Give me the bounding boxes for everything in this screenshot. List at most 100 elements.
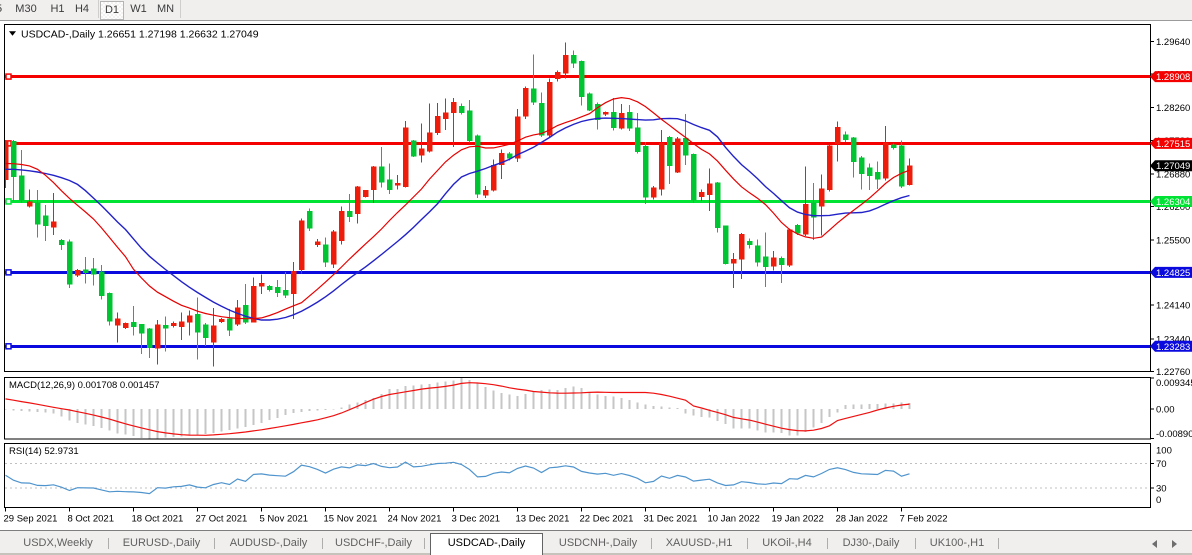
candle-body bbox=[618, 112, 625, 129]
price-badge-shape bbox=[1150, 340, 1192, 352]
candle-body bbox=[298, 220, 305, 270]
tabs-scroll-right-icon[interactable] bbox=[1172, 540, 1177, 548]
candle-body bbox=[826, 145, 833, 190]
timeframe-button-h1[interactable]: H1 bbox=[50, 3, 65, 15]
price-badge-text: 1.23283 bbox=[1156, 342, 1190, 353]
timeframe-button-mn[interactable]: MN bbox=[156, 3, 175, 15]
time-axis[interactable]: 29 Sep 2021 8 Oct 2021 18 Oct 2021 27 Oct 2… bbox=[4, 507, 948, 525]
candle-body bbox=[18, 175, 25, 201]
hline-price-badge: 1.27515 bbox=[1150, 137, 1192, 150]
timeframe-button-w1[interactable]: W1 bbox=[130, 3, 147, 15]
candle-body bbox=[682, 138, 689, 156]
candle-body bbox=[754, 245, 761, 263]
candle-body bbox=[170, 322, 177, 326]
chart-tab-dj30-daily[interactable]: DJ30-,Daily bbox=[842, 537, 900, 549]
candle-body bbox=[330, 231, 337, 265]
candle-body bbox=[314, 241, 321, 245]
price-badge-text: 1.27049 bbox=[1156, 161, 1190, 172]
price-badge-text: 1.27515 bbox=[1156, 139, 1190, 150]
macd-signal-line bbox=[5, 382, 910, 436]
hline-handle[interactable] bbox=[5, 198, 12, 205]
candle-body bbox=[234, 307, 241, 325]
chart-tab-xauusd-h1[interactable]: XAUUSD-,H1 bbox=[665, 537, 733, 549]
price-badge-shape bbox=[1150, 137, 1192, 149]
candle-body bbox=[890, 144, 897, 148]
candle-body bbox=[906, 165, 913, 186]
rsi-panel-frame bbox=[4, 443, 1151, 508]
candle-body bbox=[770, 257, 777, 267]
candle-body bbox=[282, 290, 289, 296]
candle-body bbox=[786, 229, 793, 266]
candle-body bbox=[138, 324, 145, 334]
price-badge-shape bbox=[1150, 266, 1192, 278]
ma-slow-blue-line bbox=[5, 117, 910, 321]
candle-body bbox=[498, 152, 505, 166]
candle-body bbox=[426, 132, 433, 152]
time-axis-label: 8 Oct 2021 bbox=[68, 514, 114, 525]
price-badge-shape bbox=[1150, 160, 1192, 172]
time-axis-label: 15 Nov 2021 bbox=[324, 514, 378, 525]
candle-body bbox=[410, 140, 417, 157]
chart-tab-usdchf-daily[interactable]: USDCHF-,Daily bbox=[335, 537, 412, 549]
symbol-dropdown-arrow-icon[interactable] bbox=[9, 31, 16, 36]
candle-body bbox=[50, 221, 57, 228]
timeframe-button-m30[interactable]: M30 bbox=[15, 3, 37, 15]
hline-handle[interactable] bbox=[5, 73, 12, 80]
candle-body bbox=[106, 292, 113, 322]
candle-body bbox=[546, 82, 553, 136]
candle-body bbox=[586, 93, 593, 111]
chart-tab-usdcnh-daily[interactable]: USDCNH-,Daily bbox=[558, 537, 638, 549]
time-axis-label: 22 Dec 2021 bbox=[580, 514, 634, 525]
time-axis-label: 24 Nov 2021 bbox=[388, 514, 442, 525]
candle-body bbox=[762, 256, 769, 268]
chart-tab-usdx-weekly[interactable]: USDX,Weekly bbox=[23, 537, 93, 549]
candle-body bbox=[514, 116, 521, 159]
timeframe-button-5[interactable]: 5 bbox=[0, 1, 8, 18]
candle-body bbox=[866, 167, 873, 177]
tab-separator bbox=[915, 538, 916, 549]
candle-body bbox=[898, 145, 905, 187]
candle-body bbox=[738, 233, 745, 260]
time-axis-label: 27 Oct 2021 bbox=[196, 514, 248, 525]
candle-body bbox=[794, 224, 801, 234]
timeframe-button-d1[interactable]: D1 bbox=[100, 1, 124, 20]
candle-body bbox=[66, 241, 73, 285]
chart-tab-audusd-daily[interactable]: AUDUSD-,Daily bbox=[229, 537, 308, 549]
candle-body bbox=[778, 258, 785, 265]
candle-body bbox=[218, 319, 225, 323]
time-axis-label: 29 Sep 2021 bbox=[4, 514, 58, 525]
candle-body bbox=[450, 101, 457, 114]
price-axis-label: 1.25500 bbox=[1156, 236, 1190, 247]
candle-body bbox=[338, 210, 345, 242]
candle-body bbox=[434, 116, 441, 133]
candle-body bbox=[370, 166, 377, 190]
rsi-axis-label: 70 bbox=[1156, 459, 1167, 470]
candle-body bbox=[122, 322, 129, 328]
timeframe-button-h4[interactable]: H4 bbox=[74, 3, 90, 15]
candle-body bbox=[290, 270, 297, 295]
candle-body bbox=[402, 127, 409, 188]
chart-tab-uk100-h1[interactable]: UK100-,H1 bbox=[929, 537, 985, 549]
candle-body bbox=[10, 141, 17, 177]
candle-body bbox=[210, 325, 217, 343]
tab-separator bbox=[322, 538, 323, 549]
candle-body bbox=[666, 136, 673, 167]
tabs-scroll-left-icon[interactable] bbox=[1152, 540, 1157, 548]
rsi-axis-label: 100 bbox=[1156, 446, 1172, 457]
price-axis[interactable]: 1.296401.289601.282601.275801.268801.262… bbox=[1150, 37, 1192, 506]
chart-tab-usdcad-daily[interactable]: USDCAD-,Daily bbox=[430, 533, 543, 555]
chart-tabs-bar: USDX,Weekly EURUSD-,Daily AUDUSD-,Daily USD… bbox=[0, 530, 1192, 555]
candle-body bbox=[490, 164, 497, 191]
toolbar-separator bbox=[179, 0, 181, 18]
chart-tab-eurusd-daily[interactable]: EURUSD-,Daily bbox=[122, 537, 201, 549]
rsi-axis-label: 30 bbox=[1156, 483, 1167, 494]
timeframe-toolbar: 5 M30 H1 H4 D1 W1 MN bbox=[0, 0, 1192, 21]
candle-body bbox=[90, 268, 97, 275]
hline-handle[interactable] bbox=[5, 269, 12, 276]
candle-body bbox=[42, 215, 49, 227]
chart-tab-ukoil-h4[interactable]: UKOil-,H4 bbox=[762, 537, 812, 549]
tab-separator bbox=[108, 538, 109, 549]
price-badge-text: 1.28908 bbox=[1156, 72, 1190, 83]
hline-handle[interactable] bbox=[5, 343, 12, 350]
candle-body bbox=[74, 270, 81, 276]
